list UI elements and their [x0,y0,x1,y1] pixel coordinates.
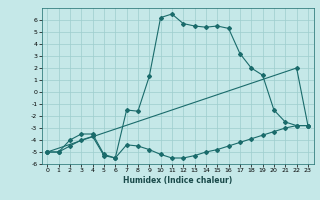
X-axis label: Humidex (Indice chaleur): Humidex (Indice chaleur) [123,176,232,185]
